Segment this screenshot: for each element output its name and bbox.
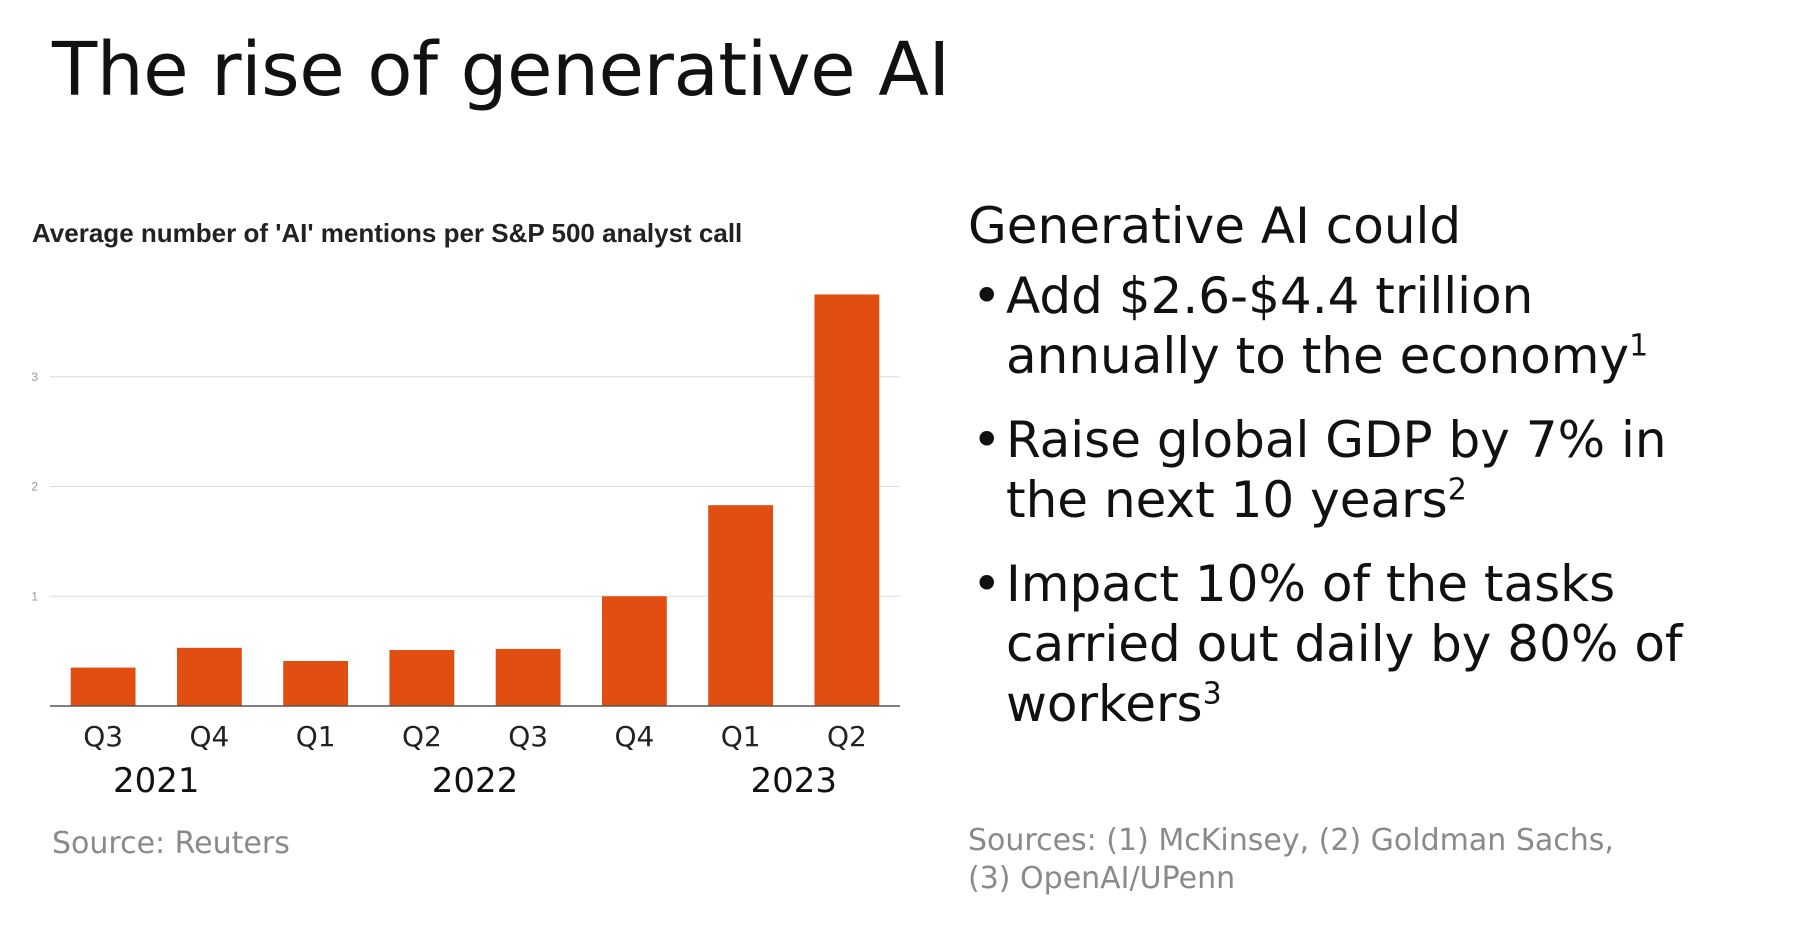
chart-source: Source: Reuters bbox=[52, 826, 290, 861]
year-label: 2021 bbox=[113, 761, 200, 801]
x-tick-label: Q4 bbox=[614, 720, 654, 753]
right-panel: Generative AI could • Add $2.6-$4.4 trill… bbox=[968, 196, 1788, 758]
y-tick-label: 1 bbox=[31, 589, 38, 603]
bullet-line: Add $2.6-$4.4 trillion bbox=[1006, 267, 1534, 325]
bullet-dot-icon: • bbox=[972, 267, 1002, 325]
bullet-line: Raise global GDP by 7% in bbox=[1006, 411, 1667, 469]
bullet-item: • Add $2.6-$4.4 trillion annually to the e… bbox=[968, 266, 1788, 386]
x-tick-label: Q3 bbox=[83, 720, 123, 753]
bullet-line: carried out daily by 80% of bbox=[1006, 615, 1683, 673]
bullet-item: • Raise global GDP by 7% in the next 10 ye… bbox=[968, 410, 1788, 530]
bullet-dot-icon: • bbox=[972, 555, 1002, 613]
bullet-item: • Impact 10% of the tasks carried out dail… bbox=[968, 554, 1788, 734]
bar bbox=[708, 505, 774, 706]
sources-line: Sources: (1) McKinsey, (2) Goldman Sachs… bbox=[968, 823, 1614, 858]
bar-chart: 1 2 3 Q3 Q4 Q1 Q2 Q3 Q4 Q1 Q2 2021 2022 2023 bbox=[31, 294, 900, 801]
x-tick-label: Q1 bbox=[296, 720, 336, 753]
footnote-marker: 3 bbox=[1202, 676, 1222, 712]
year-label: 2022 bbox=[432, 761, 519, 801]
x-tick-label: Q2 bbox=[827, 720, 867, 753]
bar bbox=[283, 661, 349, 706]
bar bbox=[70, 667, 136, 706]
bar bbox=[814, 294, 880, 706]
x-tick-label: Q3 bbox=[508, 720, 548, 753]
x-tick-label: Q1 bbox=[721, 720, 761, 753]
bullet-line: workers3 bbox=[1006, 675, 1222, 733]
x-tick-label: Q2 bbox=[402, 720, 442, 753]
bullet-list: • Add $2.6-$4.4 trillion annually to the e… bbox=[968, 266, 1788, 734]
year-label: 2023 bbox=[750, 761, 837, 801]
bullet-line: Impact 10% of the tasks bbox=[1006, 555, 1616, 613]
chart-title: Average number of 'AI' mentions per S&P … bbox=[32, 218, 743, 248]
bar bbox=[495, 648, 561, 706]
bullet-dot-icon: • bbox=[972, 411, 1002, 469]
bullet-line: annually to the economy1 bbox=[1006, 327, 1649, 385]
sources-line: (3) OpenAI/UPenn bbox=[968, 861, 1236, 896]
x-tick-label: Q4 bbox=[189, 720, 229, 753]
sources-note: Sources: (1) McKinsey, (2) Goldman Sachs… bbox=[968, 822, 1614, 898]
bullet-line: the next 10 years2 bbox=[1006, 471, 1467, 529]
slide-title: The rise of generative AI bbox=[52, 27, 950, 113]
right-heading: Generative AI could bbox=[968, 197, 1462, 255]
bar bbox=[601, 596, 667, 706]
bar bbox=[176, 647, 242, 706]
y-tick-label: 3 bbox=[31, 370, 38, 384]
y-tick-label: 2 bbox=[31, 480, 38, 494]
footnote-marker: 2 bbox=[1447, 472, 1467, 508]
bar bbox=[389, 650, 455, 706]
footnote-marker: 1 bbox=[1629, 328, 1649, 364]
